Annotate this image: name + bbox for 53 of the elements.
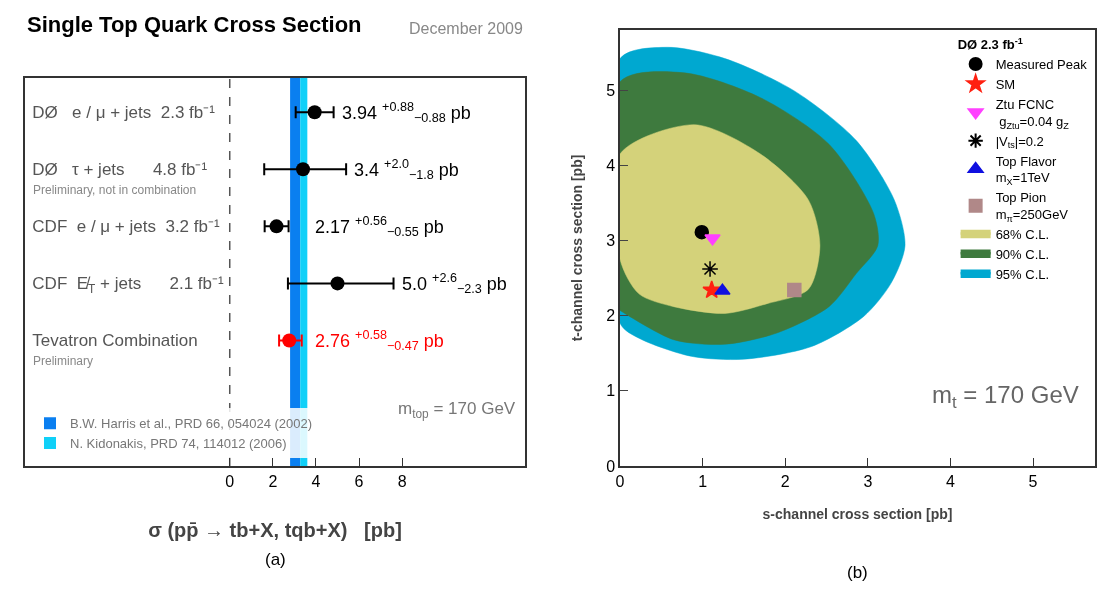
y-tick-label: DØ e / μ + jets 2.3 fb⁻¹ [32, 103, 216, 123]
legend-label: 95% C.L. [995, 267, 1050, 282]
band-label: N. Kidonakis, PRD 74, 114012 (2006) [70, 436, 287, 452]
band-label: B.W. Harris et al., PRD 66, 054024 (2002) [70, 416, 313, 432]
y-tick-label: 3 [606, 232, 616, 250]
legend-label: SM [995, 77, 1016, 92]
text: (b) [847, 563, 868, 582]
x-tick-label: 4 [945, 472, 955, 490]
y-tick-label: CDF e / μ + jets 3.2 fb⁻¹ [32, 217, 220, 237]
x-tick-label: 1 [698, 472, 708, 490]
y-axis-title: t-channel cross section [pb] [568, 154, 585, 342]
x-tick-label: 2 [780, 472, 790, 490]
point [296, 162, 311, 177]
data-label: 3.94 $^{+0.88}$$_{−0.88}$ pb [342, 100, 471, 126]
legend-label: Top Pion m$_{π}$=250GeV [995, 190, 1069, 225]
x-tick-label: 8 [397, 472, 407, 490]
legend-label: Measured Peak [995, 57, 1088, 73]
text: m$_{top}$ = 170 GeV [398, 399, 516, 421]
legend-title: DØ 2.3 fb$^{-1}$ [957, 35, 1023, 53]
point [282, 333, 297, 348]
annotation: m$_{t}$ = 170 GeV [932, 381, 1079, 413]
text: (a) [265, 550, 286, 569]
legend-label: 68% C.L. [995, 227, 1050, 243]
x-tick-label: 2 [268, 472, 278, 490]
x-tick-label: 5 [1028, 472, 1038, 490]
chart-subtitle: December 2009 [409, 20, 523, 37]
data-label: 5.0 $^{+2.6}$$_{−2.3}$ pb [402, 271, 507, 297]
x-tick-label: 6 [354, 472, 364, 490]
x-tick-label: 0 [225, 472, 235, 490]
annotation: Preliminary [33, 354, 94, 368]
x-axis-title: s-channel cross section [pb] [762, 505, 953, 522]
y-tick-label: DØ τ + jets 4.8 fb⁻¹ [32, 160, 208, 180]
y-tick-label: 2 [606, 307, 616, 325]
legend-label: Top Flavor m$_{X}$=1TeV [995, 153, 1057, 188]
x-axis-title: σ (pp̄ → tb+X, tqb+X) [pb] [148, 518, 402, 541]
data-label: 2.76 $^{+0.58}$$_{−0.47}$ pb [315, 328, 444, 354]
y-tick-label: 0 [606, 457, 616, 475]
y-tick-label: 4 [606, 156, 616, 174]
legend-label: |V$_{ts}$|=0.2 [995, 133, 1044, 151]
legend-label: 90% C.L. [995, 247, 1050, 263]
point [307, 105, 322, 120]
annotation: Preliminary, not in combination [33, 183, 197, 197]
x-tick-label: 3 [863, 472, 873, 490]
x-tick-label: 4 [311, 472, 321, 490]
point [330, 276, 345, 291]
data-label: 2.17 $^{+0.56}$$_{−0.55}$ pb [315, 214, 444, 240]
data-label: 3.4 $^{+2.0}$$_{−1.8}$ pb [354, 157, 459, 183]
y-tick-label: CDF E̸$_{T}$ + jets 2.1 fb⁻¹ [32, 274, 225, 296]
point [269, 219, 284, 234]
y-tick-label: Tevatron Combination [32, 331, 198, 351]
chart-title: Single Top Quark Cross Section [27, 12, 362, 37]
y-tick-label: 5 [606, 81, 616, 99]
y-tick-label: 1 [606, 382, 616, 400]
